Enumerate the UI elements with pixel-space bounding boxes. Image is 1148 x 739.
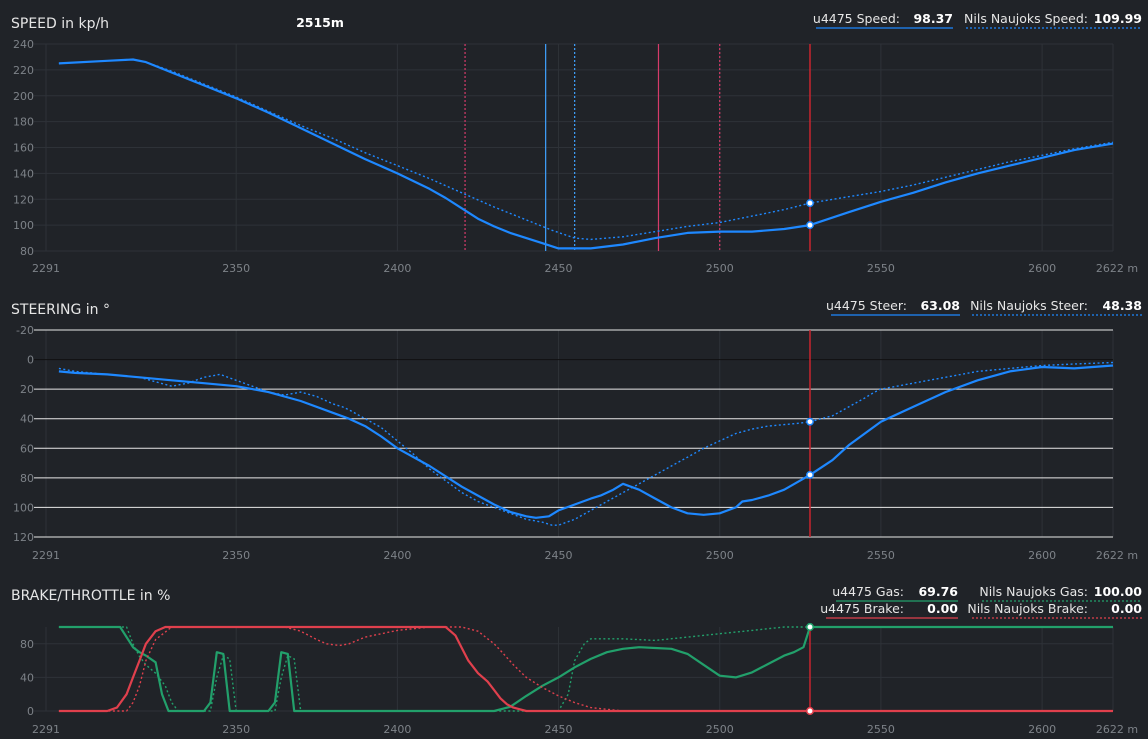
legend-value: 0.00	[1111, 601, 1142, 616]
legend-value: 69.76	[918, 584, 958, 599]
y-tick-label: 20	[20, 383, 34, 396]
x-tick-label: 2500	[706, 262, 734, 275]
x-tick-label: 2600	[1028, 723, 1056, 736]
legend-name: u4475 Speed:	[813, 11, 900, 26]
x-tick-label: 2622 m	[1096, 549, 1138, 562]
legend-name: Nils Naujoks Gas:	[979, 584, 1088, 599]
series-line-nils-naujoks-speed	[58, 58, 1114, 241]
y-tick-label: 120	[13, 531, 34, 544]
x-tick-label: 2600	[1028, 549, 1056, 562]
legend-name: u4475 Steer:	[826, 298, 907, 313]
x-tick-label: 2450	[545, 549, 573, 562]
x-tick-label: 2291	[32, 262, 60, 275]
chart-title: STEERING in °	[11, 302, 110, 318]
y-tick-label: 0	[27, 354, 34, 367]
legend-value: 0.00	[927, 601, 958, 616]
x-tick-label: 2291	[32, 549, 60, 562]
cursor-dot	[806, 623, 814, 631]
legend-name: u4475 Gas:	[832, 584, 904, 599]
series-line-nils-naujoks-gas	[58, 626, 1113, 712]
cursor-dot	[806, 470, 814, 479]
y-tick-label: 120	[13, 193, 34, 206]
legend-value: 100.00	[1094, 584, 1143, 599]
y-tick-label: 80	[20, 472, 34, 485]
y-tick-label: 180	[13, 116, 34, 129]
chart-title: BRAKE/THROTTLE in %	[11, 588, 170, 604]
x-tick-label: 2550	[867, 549, 895, 562]
legend-value: 98.37	[913, 11, 953, 26]
y-tick-label: 220	[13, 64, 34, 77]
chart-title: SPEED in kp/h	[11, 16, 109, 32]
legend-name: Nils Naujoks Brake:	[967, 601, 1088, 616]
series-line-nils-naujoks-steer	[58, 361, 1114, 526]
y-tick-label: 100	[13, 219, 34, 232]
cursor-dot	[806, 707, 814, 715]
y-tick-label: 40	[20, 413, 34, 426]
x-tick-label: 2400	[383, 723, 411, 736]
y-tick-label: 140	[13, 167, 34, 180]
legend-value: 48.38	[1102, 298, 1142, 313]
x-tick-label: 2550	[867, 723, 895, 736]
cursor-dot	[806, 417, 814, 426]
x-tick-label: 2400	[383, 549, 411, 562]
x-tick-label: 2550	[867, 262, 895, 275]
y-tick-label: 80	[20, 638, 34, 651]
chart-steer: STEERING in ° 2291 2350 2400 2450 2500 2550 260…	[11, 298, 1142, 562]
series-line-u4475-steer	[58, 364, 1114, 519]
cursor-dot	[806, 221, 814, 230]
y-tick-label: 80	[20, 245, 34, 258]
x-tick-label: 2450	[545, 723, 573, 736]
x-tick-label: 2500	[706, 723, 734, 736]
x-tick-label: 2622 m	[1096, 262, 1138, 275]
chart-pedal: BRAKE/THROTTLE in % 2291 2350 2400 2450 2500 2…	[11, 584, 1142, 736]
x-tick-label: 2350	[222, 262, 250, 275]
y-tick-label: 160	[13, 142, 34, 155]
cursor-dot	[806, 199, 814, 208]
series-line-nils-naujoks-brake	[58, 626, 1113, 712]
legend-name: Nils Naujoks Steer:	[970, 298, 1088, 313]
y-tick-label: 60	[20, 442, 34, 455]
x-tick-label: 2350	[222, 549, 250, 562]
legend-value: 63.08	[920, 298, 960, 313]
x-tick-label: 2291	[32, 723, 60, 736]
y-tick-label: 200	[13, 90, 34, 103]
x-tick-label: 2400	[383, 262, 411, 275]
series-line-u4475-speed	[58, 58, 1114, 250]
y-tick-label: 0	[27, 705, 34, 718]
y-tick-label: -20	[16, 324, 34, 337]
distance-readout: 2515m	[296, 15, 344, 30]
legend-value: 109.99	[1094, 11, 1142, 26]
x-tick-label: 2350	[222, 723, 250, 736]
x-tick-label: 2450	[545, 262, 573, 275]
legend-name: u4475 Brake:	[820, 601, 904, 616]
chart-speed: SPEED in kp/h 2291 2350 2400 2450 2500 2550 260…	[11, 11, 1142, 275]
series-line-u4475-brake	[58, 625, 1113, 713]
x-tick-label: 2600	[1028, 262, 1056, 275]
y-tick-label: 40	[20, 671, 34, 684]
x-tick-label: 2500	[706, 549, 734, 562]
y-tick-label: 100	[13, 501, 34, 514]
series-line-u4475-gas	[58, 625, 1113, 713]
legend-name: Nils Naujoks Speed:	[964, 11, 1088, 26]
y-tick-label: 240	[13, 38, 34, 51]
x-tick-label: 2622 m	[1096, 723, 1138, 736]
